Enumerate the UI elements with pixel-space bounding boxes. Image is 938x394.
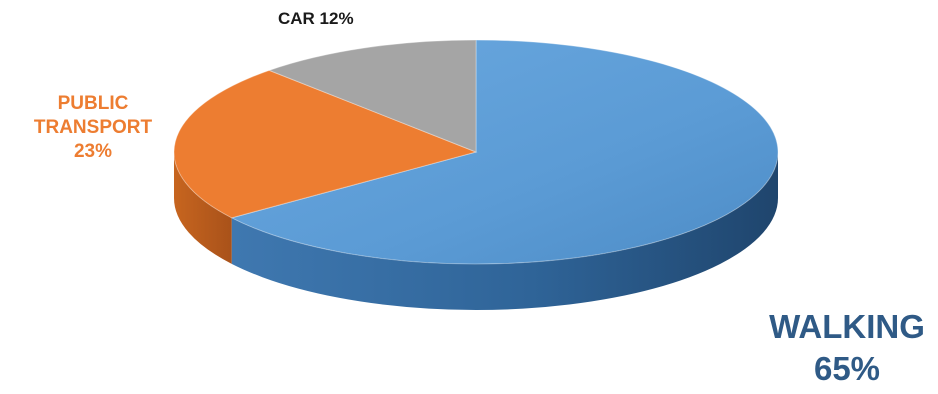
- pie-side-layer: [174, 152, 778, 310]
- data-label-car-text: CAR 12%: [278, 9, 354, 28]
- data-label-walking-name: WALKING: [769, 308, 925, 345]
- pie-slice-car: [267, 39, 477, 153]
- data-label-pt-value: 23%: [73, 140, 113, 162]
- data-label-public-transport: PUBLIC TRANSPORT 23%: [18, 92, 168, 163]
- pie-slice-walking: [230, 39, 779, 265]
- data-label-walking-value: 65%: [813, 350, 881, 388]
- data-label-pt-line1: PUBLIC: [57, 93, 129, 114]
- data-label-pt-line2: TRANSPORT: [33, 116, 153, 138]
- pie-top-layer: [173, 39, 779, 265]
- pie-slice-public-transport: [173, 69, 478, 219]
- pie-side-public-transport: [174, 152, 232, 264]
- data-label-walking: WALKING 65%: [752, 306, 938, 390]
- pie-side-walking: [231, 152, 778, 310]
- data-label-car: CAR 12%: [278, 8, 354, 29]
